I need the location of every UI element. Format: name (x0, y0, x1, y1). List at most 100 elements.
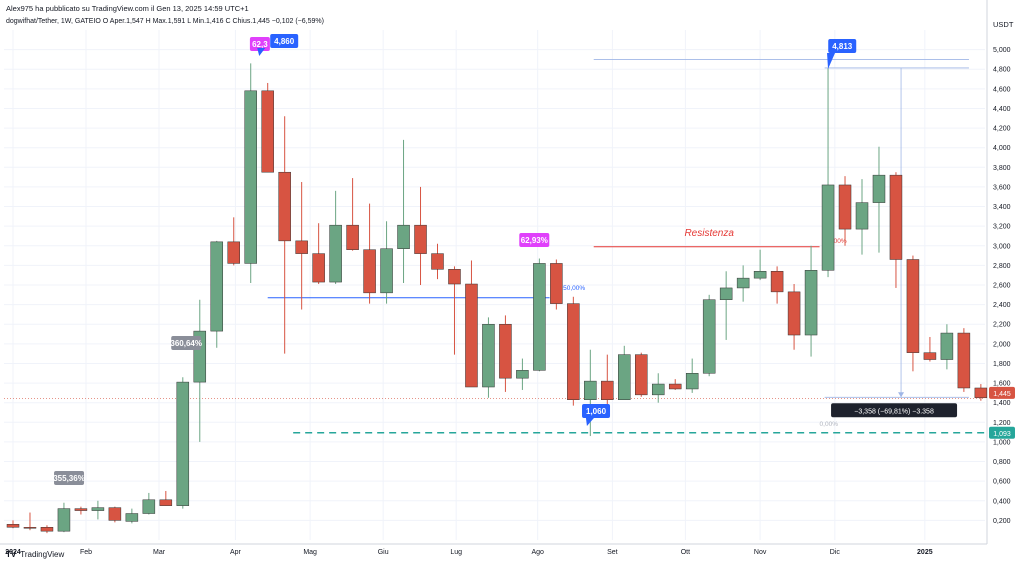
high-label-box (270, 34, 299, 48)
y-tick-label: 2,400 (993, 302, 1011, 309)
candle-body (550, 263, 563, 304)
candle-body (940, 332, 954, 360)
candle-body (431, 253, 444, 270)
resistance-label: Resistenza (684, 228, 734, 239)
candle-body (210, 241, 224, 332)
x-tick-label: Feb (80, 549, 92, 556)
candle-body (533, 263, 546, 371)
candle-body (685, 373, 699, 390)
candle-body (787, 291, 801, 336)
fib-grey-label: 360,64% (170, 339, 202, 348)
y-tick-label: 1,400 (993, 400, 1011, 407)
candle-body (838, 184, 852, 230)
candle-body (770, 271, 784, 293)
y-tick-label: 4,600 (993, 86, 1011, 93)
publisher-line: Alex975 ha pubblicato su TradingView.com… (6, 4, 249, 13)
candle-body (516, 370, 529, 379)
candle-body (23, 527, 37, 529)
candle-body (702, 299, 716, 374)
candle-body (618, 354, 631, 400)
candle-body (668, 383, 682, 390)
candle-body (414, 224, 427, 254)
candle-body (278, 171, 291, 242)
y-tick-label: 4,200 (993, 126, 1011, 133)
x-tick-label: Apr (230, 549, 242, 556)
candle-body (465, 283, 478, 388)
candle-body (499, 323, 512, 379)
x-tick-label: Dic (830, 549, 841, 556)
candle-body (736, 277, 750, 289)
tradingview-logo[interactable]: TV TradingView (6, 550, 64, 559)
high-pointer-icon (257, 48, 266, 56)
symbol-name[interactable]: dogwifhat/Tether, 1W, GATEIO (6, 18, 101, 25)
candle-body (397, 224, 410, 249)
fib-0-label: 0,00% (820, 421, 839, 428)
candle-body (329, 224, 342, 283)
candle-body (889, 174, 903, 260)
candle-body (40, 527, 54, 532)
candle-body (855, 202, 869, 230)
y-tick-label: 3,000 (993, 243, 1011, 250)
ohlc-values: O Aper.1,547 H Max.1,591 L Min.1,416 C C… (102, 18, 324, 25)
y-tick-label: 4,000 (993, 145, 1011, 152)
candle-body (448, 269, 461, 285)
x-tick-label: Ago (531, 549, 544, 556)
candle-body (346, 224, 359, 250)
y-tick-label: 3,800 (993, 165, 1011, 172)
candle-body (125, 513, 139, 522)
y-tick-label: 4,800 (993, 67, 1011, 74)
candle-body (584, 380, 597, 401)
candle-body (295, 240, 308, 254)
fib-mid-label: 62,93% (521, 236, 548, 245)
tradingview-icon: TV (6, 550, 17, 559)
candle-body (363, 249, 376, 294)
second-high-pointer-icon (827, 53, 836, 69)
candle-body (567, 303, 580, 400)
x-tick-label: 2025 (917, 549, 933, 556)
candle-body (380, 248, 393, 294)
y-tick-label: 0,600 (993, 479, 1011, 486)
fib-grey-label-box (171, 336, 202, 350)
support-price-tag-box (989, 426, 1015, 439)
candle-body (57, 508, 71, 532)
x-tick-label: Ott (681, 549, 690, 556)
fib-low-label-box (54, 471, 85, 485)
fib-top-label: 62,3 (252, 40, 268, 49)
x-tick-label: Mag (303, 549, 317, 556)
y-tick-label: 0,400 (993, 498, 1011, 505)
candle-body (176, 381, 190, 506)
measure-box (831, 403, 958, 418)
candle-body (804, 270, 818, 336)
candle-body (635, 354, 648, 396)
y-tick-label: 2,800 (993, 263, 1011, 270)
y-tick-label: 1,000 (993, 439, 1011, 446)
candle-body (261, 90, 274, 173)
candle-body (312, 253, 325, 283)
measure-arrow-icon (898, 392, 905, 398)
axis-currency: USDT (993, 20, 1014, 29)
fib-low-label: 355,36% (53, 474, 85, 483)
y-tick-label: 3,200 (993, 224, 1011, 231)
x-tick-label: Mar (153, 549, 166, 556)
candle-body (6, 524, 20, 528)
candle-body (159, 499, 173, 506)
candle-body (142, 499, 156, 514)
candle-body (906, 259, 920, 353)
high-label: 4,860 (274, 37, 295, 46)
candle-body (108, 507, 122, 521)
x-tick-label: 2024 (5, 549, 21, 556)
y-tick-label: 1,800 (993, 361, 1011, 368)
y-tick-label: 5,000 (993, 47, 1011, 54)
symbol-ohlc-line: dogwifhat/Tether, 1W, GATEIO O Aper.1,54… (6, 18, 324, 25)
tradingview-logo-text: TradingView (20, 550, 65, 559)
low-label-box (582, 404, 611, 418)
candle-body (821, 184, 835, 271)
low-pointer-icon (585, 418, 594, 426)
candle-body (651, 383, 665, 396)
candle-body (601, 380, 614, 401)
x-tick-label: Giu (378, 549, 389, 556)
y-tick-label: 2,200 (993, 322, 1011, 329)
y-tick-label: 0,200 (993, 518, 1011, 525)
y-tick-label: 0,800 (993, 459, 1011, 466)
